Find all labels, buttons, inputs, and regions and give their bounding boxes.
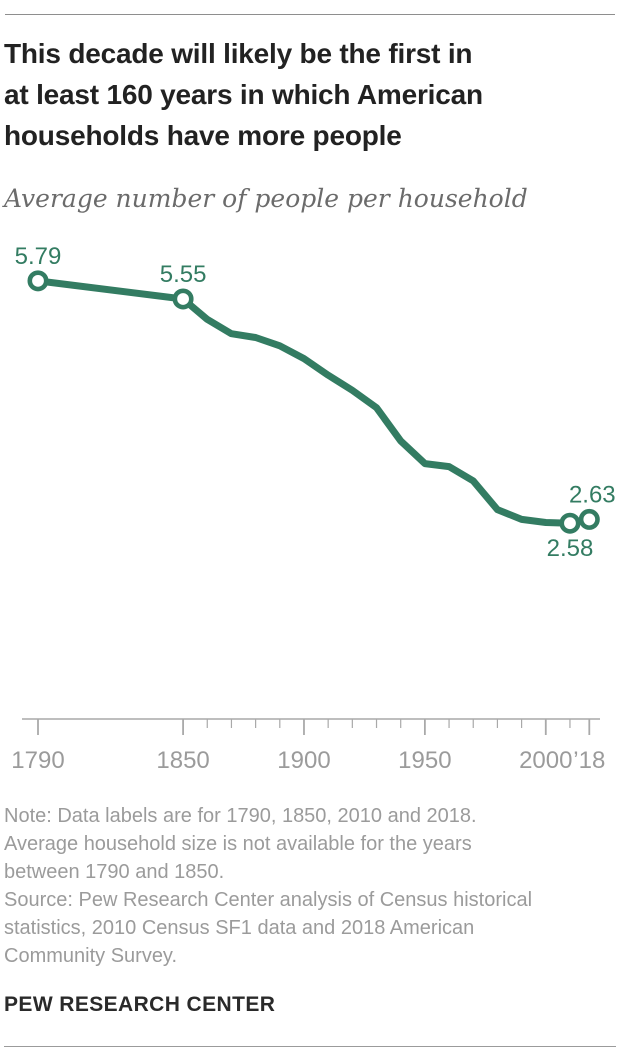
x-axis-tick-label: 2000	[519, 747, 572, 774]
bottom-divider	[4, 1046, 616, 1047]
note-and-source-text: Note: Data labels are for 1790, 1850, 20…	[4, 805, 533, 967]
chart-title: This decade will likely be the first in …	[4, 38, 483, 151]
x-axis-tick-label: 1950	[398, 747, 451, 774]
data-point-label-1850: 5.55	[160, 261, 207, 288]
data-point-label-1790: 5.79	[15, 243, 62, 270]
x-axis-tick-label: 1790	[11, 747, 64, 774]
data-point-label-2018: 2.63	[569, 481, 616, 508]
household-size-series-line	[34, 277, 593, 527]
data-point-marker-2010	[559, 512, 581, 534]
top-divider	[5, 14, 615, 15]
data-point-marker-1850	[172, 288, 194, 310]
pew-research-center-wordmark: PEW RESEARCH CENTER	[4, 993, 276, 1016]
data-point-marker-2018	[578, 508, 600, 530]
data-point-marker-1790	[27, 270, 49, 292]
data-point-label-2010: 2.58	[547, 535, 594, 562]
household-size-line-chart: 1790 1850 1900 1950 2000’18 5.79 5.55 2.58 2.63	[11, 243, 616, 774]
x-axis-tick-label: ’18	[573, 747, 605, 774]
chart-subtitle: Average number of people per household	[4, 184, 528, 213]
x-axis-tick-label: 1850	[156, 747, 209, 774]
x-axis-tick-label: 1900	[277, 747, 330, 774]
